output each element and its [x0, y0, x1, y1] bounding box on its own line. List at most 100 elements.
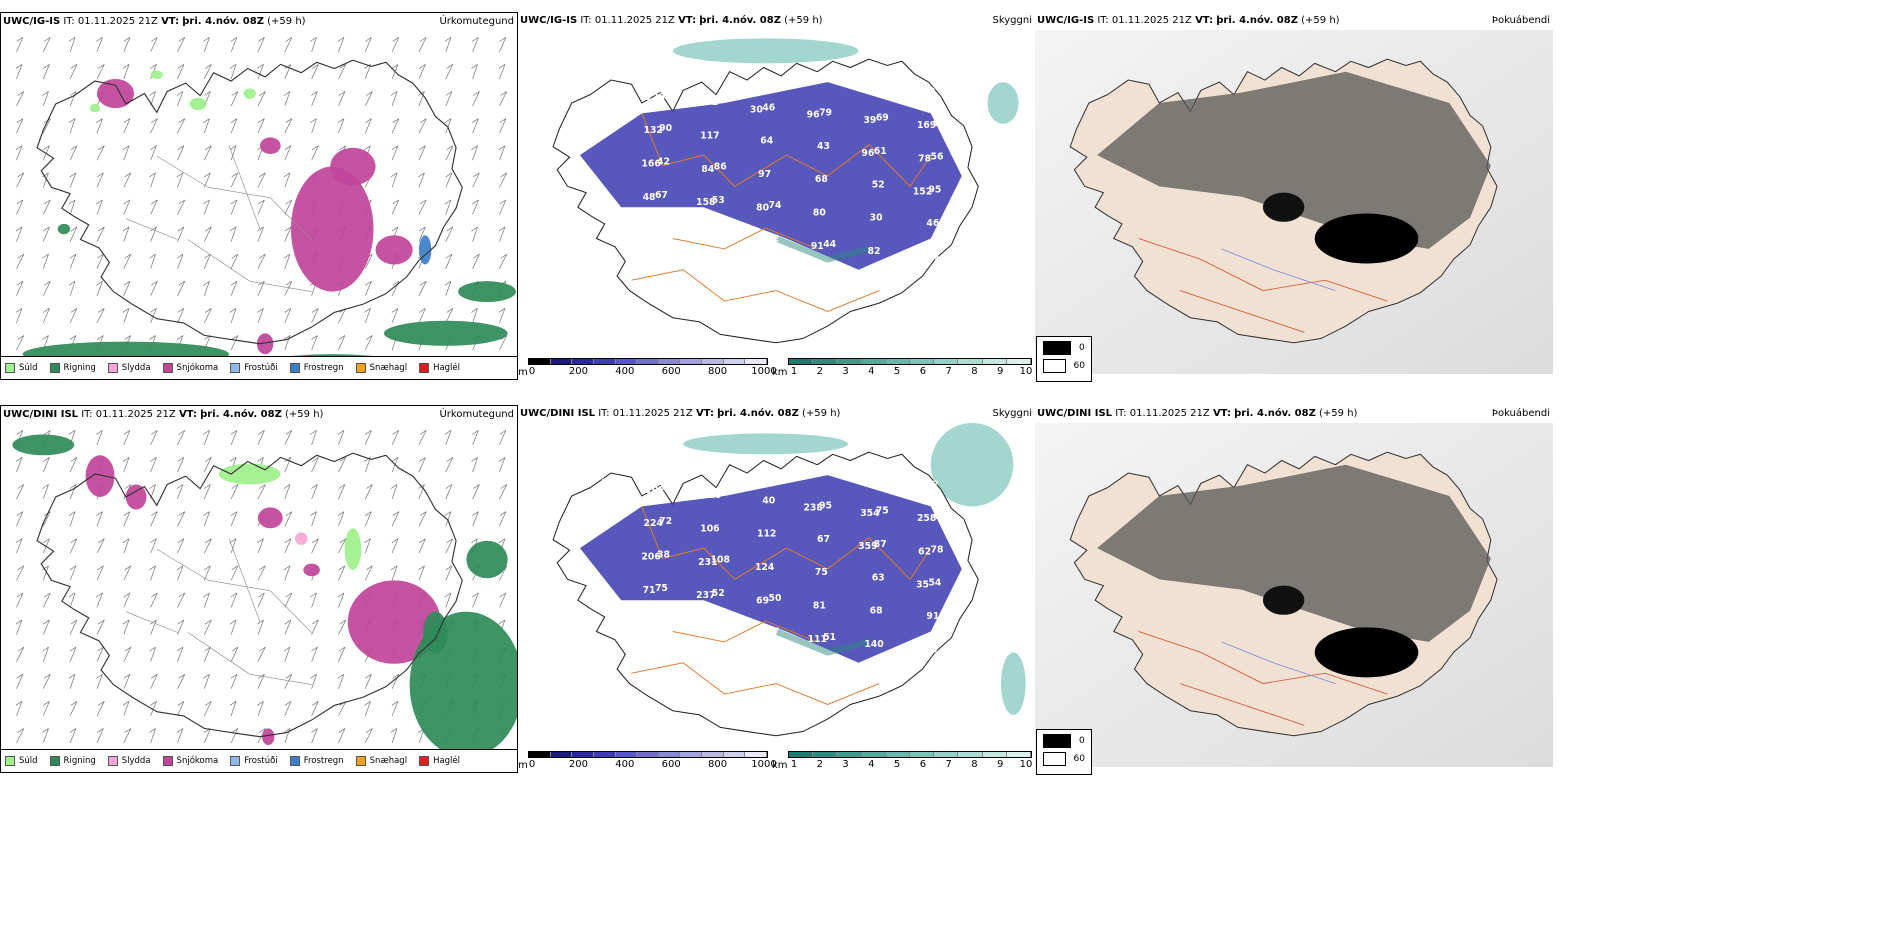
- legend-label: Snjókoma: [176, 756, 219, 766]
- colorbar-tick: 600: [661, 759, 681, 770]
- vis-value-label: 69: [876, 113, 889, 124]
- colorbar-tick: 8: [971, 366, 978, 377]
- vis-value-label: 132: [643, 125, 662, 136]
- vis-value-label: 67: [655, 190, 668, 201]
- panel-title: UWC/IG-IS IT: 01.11.2025 21Z VT: þri. 4.…: [3, 16, 306, 27]
- colorbar-tick: 600: [661, 366, 681, 377]
- legend-label: Snæhagl: [369, 363, 408, 373]
- vis-value-label: 96: [807, 110, 820, 121]
- vis-value-label: 238: [803, 503, 822, 514]
- precip-type-legend: Súld Rigning Slydda Snjókoma Frostúði Fr…: [1, 749, 517, 772]
- vis-value-label: 46: [926, 218, 939, 229]
- panel-title: UWC/IG-IS IT: 01.11.2025 21Z VT: þri. 4.…: [520, 15, 823, 26]
- fog-legend-label: 0: [1079, 736, 1085, 746]
- vis-value-label: 50: [769, 593, 782, 604]
- vis-value-label: 42: [933, 511, 946, 522]
- vis-value-label: 222: [751, 629, 770, 640]
- colorbar-tick: 1000: [751, 759, 777, 770]
- fog-swatch: [1043, 341, 1071, 355]
- legend-item: Súld: [5, 756, 38, 766]
- colorbar-tick: 6: [919, 759, 927, 770]
- colorbar-tick: 9: [997, 759, 1004, 770]
- vis-value-label: 65: [708, 655, 721, 666]
- legend-label: Frostregn: [303, 756, 344, 766]
- legend-swatch: [419, 363, 430, 373]
- vis-value-label: 86: [714, 162, 727, 173]
- vis-value-label: 359: [858, 541, 877, 552]
- vis-value-label: 63: [872, 572, 885, 583]
- colorbar-tick: 4: [868, 759, 875, 770]
- vis-value-label: 71: [643, 585, 656, 596]
- colorbar-tick: 3: [842, 759, 849, 770]
- vis-value-label: 106: [700, 523, 719, 534]
- vis-value-label: 52: [712, 588, 725, 599]
- legend-swatch: [419, 756, 430, 766]
- vis-value-label: 91: [926, 611, 939, 622]
- colorbar-unit: m: [518, 760, 528, 771]
- legend-swatch: [230, 363, 241, 373]
- legend-label: Snæhagl: [369, 756, 408, 766]
- vis-value-label: 78: [918, 153, 931, 164]
- fog-index-legend: 0 60: [1036, 729, 1092, 775]
- vis-value-label: 84: [701, 164, 714, 175]
- panel-title: UWC/DINI ISL IT: 01.11.2025 21Z VT: þri.…: [1037, 408, 1358, 419]
- colorbar-tick: 1: [790, 366, 798, 377]
- legend-item: Frostregn: [289, 363, 344, 373]
- colorbar-unit: km: [772, 760, 788, 771]
- colorbar-tick: 3: [842, 366, 849, 377]
- colorbar-unit: km: [772, 367, 788, 378]
- vis-value-label: 43: [817, 141, 830, 152]
- legend-swatch: [5, 756, 15, 766]
- precip-type-legend: Súld Rigning Slydda Snjókoma Frostúði Fr…: [1, 356, 517, 379]
- vis-value-label: 56: [931, 151, 944, 162]
- vis-value-label: 64: [760, 136, 773, 147]
- fog-legend-label: 60: [1073, 361, 1085, 371]
- vis-value-label: 58: [697, 230, 710, 241]
- colorbar-tick: 6: [919, 366, 927, 377]
- vis-value-label: 56: [653, 616, 666, 627]
- vis-value-label: 53: [712, 195, 725, 206]
- legend-label: Rigning: [63, 363, 96, 373]
- colorbar-tick: 4: [868, 366, 875, 377]
- legend-item: Frostúði: [230, 363, 278, 373]
- panel-title: UWC/DINI ISL IT: 01.11.2025 21Z VT: þri.…: [520, 408, 841, 419]
- fog-swatch: [1043, 359, 1066, 373]
- vis-value-label: 95: [928, 185, 941, 196]
- vis-value-label: 72: [659, 516, 672, 527]
- colorbar-tick: 1000: [751, 366, 777, 377]
- vis-value-label: 70: [651, 650, 664, 661]
- vis-value-label: 30: [750, 104, 763, 115]
- vis-value-label: 124: [755, 562, 775, 573]
- vis-value-label: 68: [870, 606, 883, 617]
- legend-item: Haglél: [419, 756, 460, 766]
- fog-legend-label: 0: [1079, 343, 1085, 353]
- vis-value-label: 102: [646, 485, 665, 496]
- vis-value-label: 35: [916, 580, 929, 591]
- vis-value-label: 81: [813, 601, 826, 612]
- legend-label: Frostúði: [244, 756, 278, 766]
- legend-item: Frostregn: [289, 756, 344, 766]
- legend-item: Snjókoma: [162, 363, 218, 373]
- vis-value-label: 69: [756, 595, 769, 606]
- vis-value-label: 51: [764, 267, 777, 278]
- vis-value-label: 229: [751, 236, 770, 247]
- colorbar-unit: m: [518, 367, 528, 378]
- precip-type-panel: UWC/IG-IS IT: 01.11.2025 21Z VT: þri. 4.…: [0, 12, 518, 380]
- legend-item: Haglél: [419, 363, 460, 373]
- visibility-panel: UWC/DINI ISL IT: 01.11.2025 21Z VT: þri.…: [518, 405, 1035, 773]
- terrain-height-colorbar: m 0 200 400 600 800 1000: [518, 356, 777, 378]
- vis-value-label: 75: [655, 583, 668, 594]
- colorbar-tick: 2: [816, 366, 823, 377]
- legend-item: Frostúði: [230, 756, 278, 766]
- colorbar-tick: 800: [708, 759, 728, 770]
- legend-swatch: [355, 756, 366, 766]
- legend-swatch: [355, 363, 366, 373]
- legend-swatch: [107, 363, 118, 373]
- legend-label: Slydda: [121, 363, 151, 373]
- vis-value-label: 111: [808, 634, 827, 645]
- colorbar-tick: 0: [528, 366, 536, 377]
- colorbar-tick: 9: [997, 366, 1004, 377]
- vis-value-label: 103: [761, 660, 780, 671]
- vis-value-label: 86: [924, 644, 937, 655]
- legend-label: Súld: [19, 363, 38, 373]
